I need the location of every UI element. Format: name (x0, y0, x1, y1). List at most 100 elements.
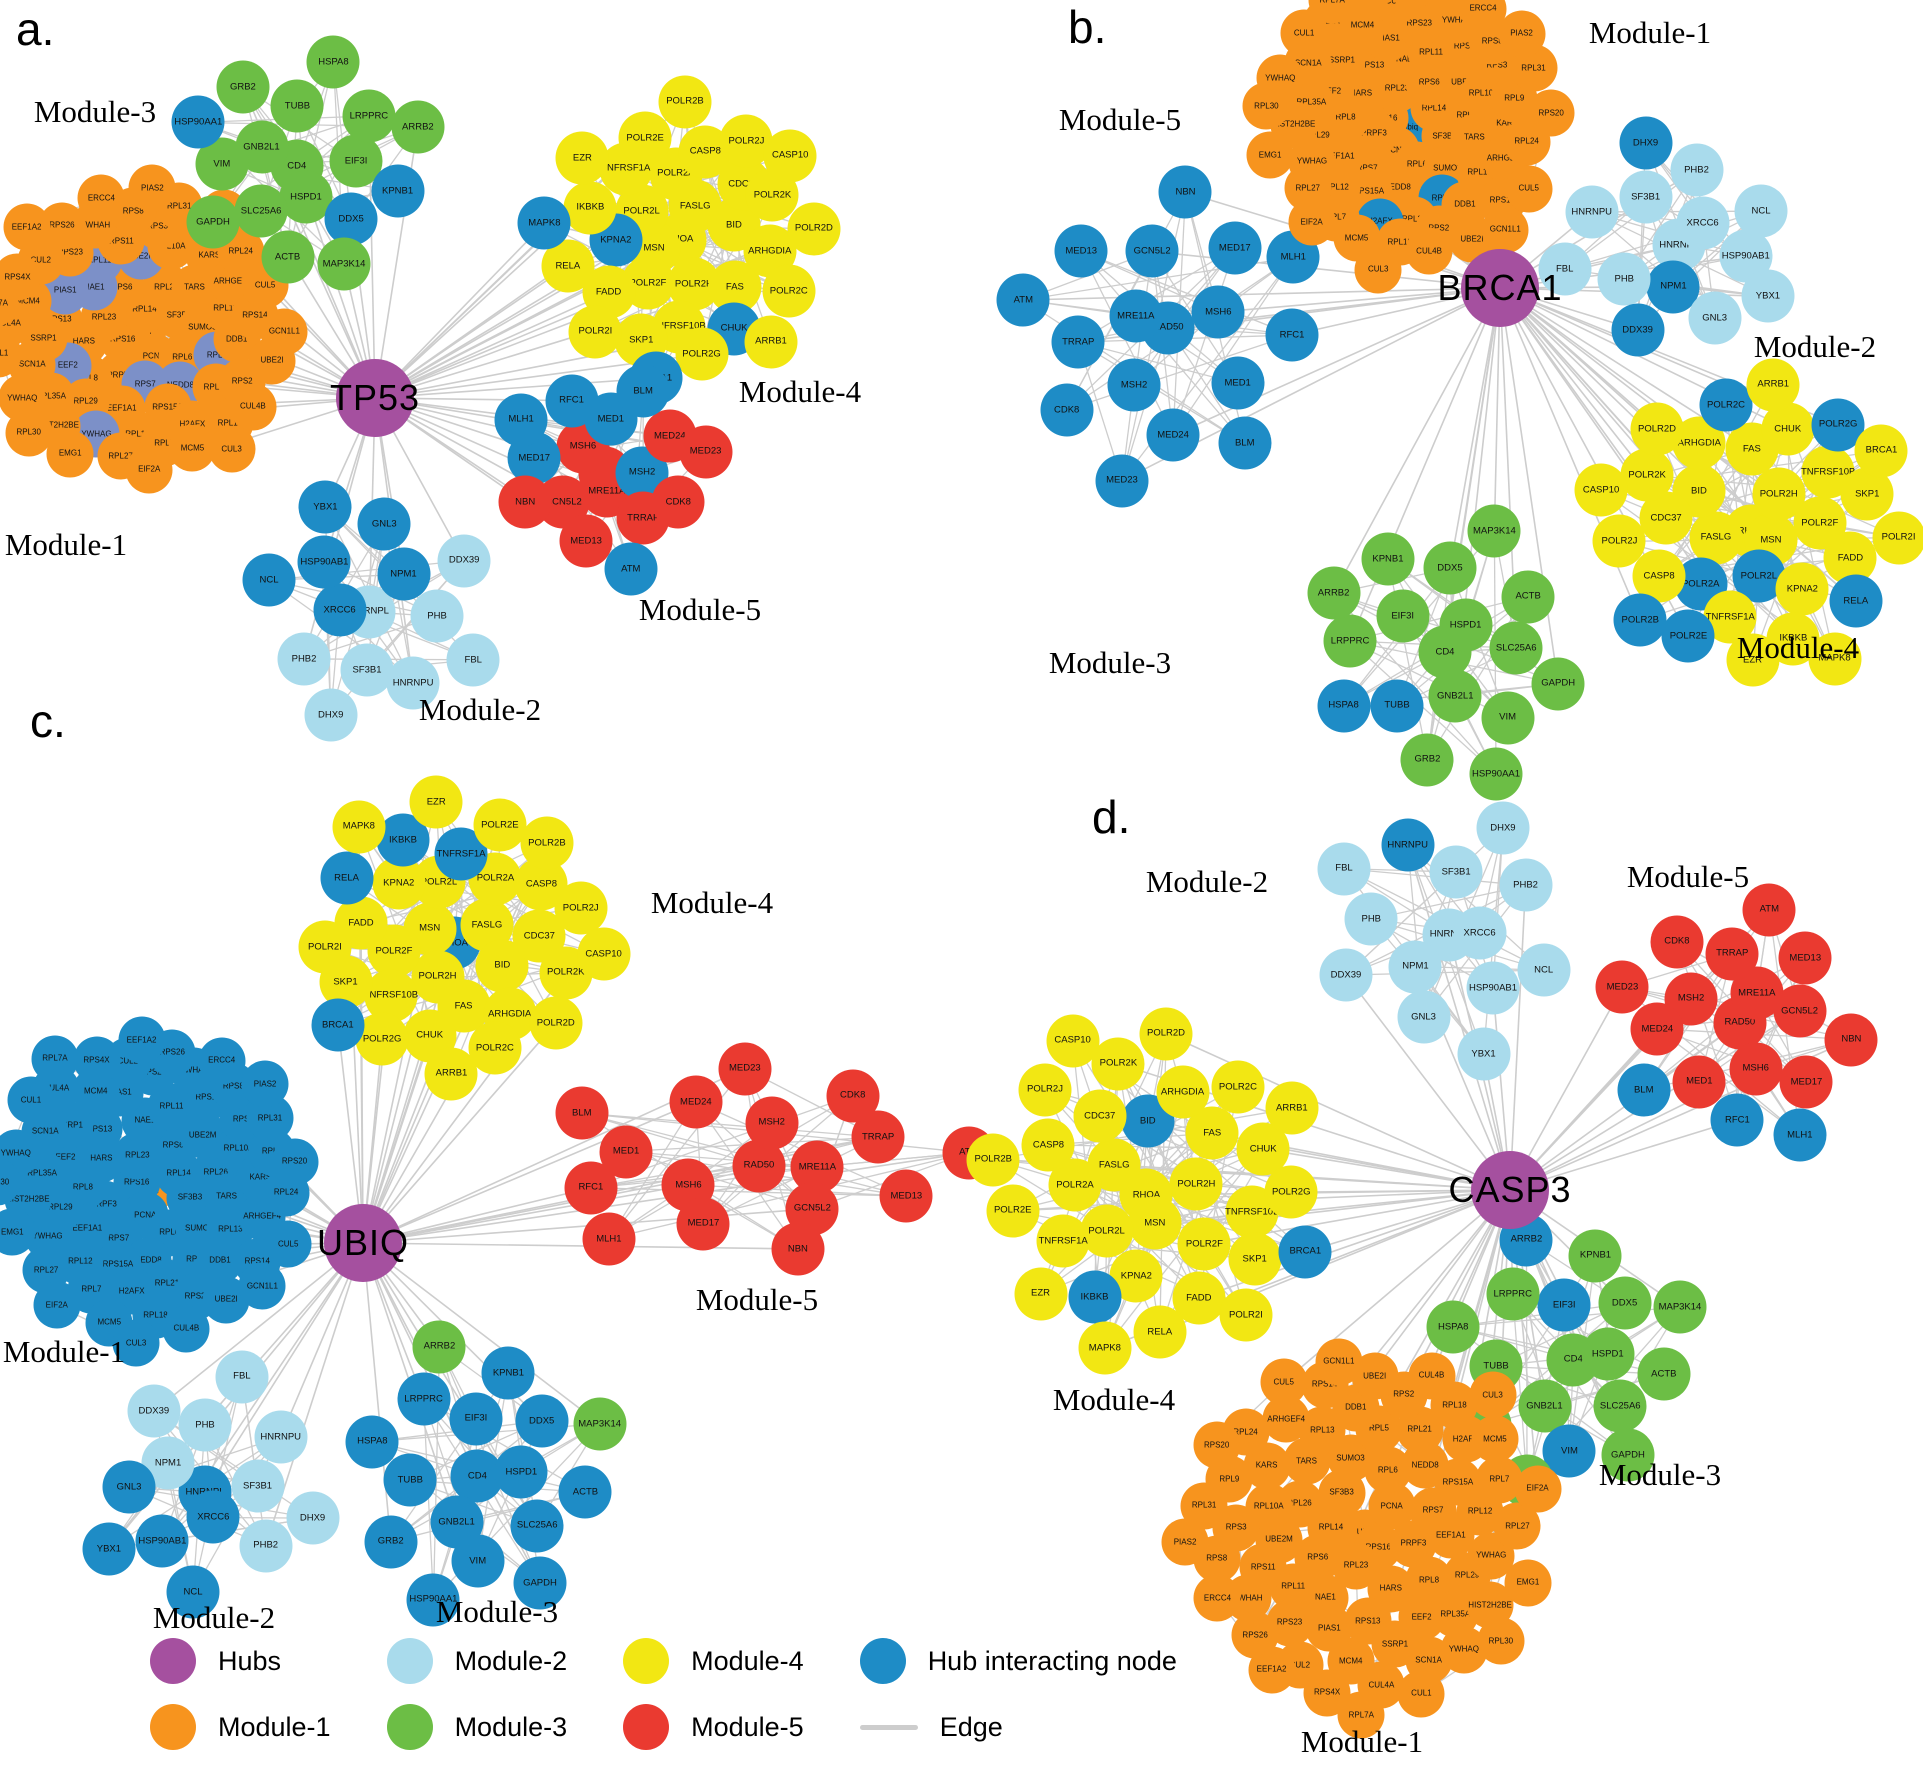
node-polr2c[interactable]: POLR2C (1211, 1060, 1265, 1114)
node-emg1[interactable]: EMG1 (1504, 1559, 1552, 1607)
node-slc25a6[interactable]: SLC25A6 (510, 1499, 564, 1553)
node-rps20[interactable]: RPS20 (1193, 1421, 1241, 1469)
node-med23[interactable]: MED23 (1095, 454, 1149, 508)
node-eef1a2[interactable]: EEF1A2 (1388, 0, 1436, 10)
node-blm[interactable]: BLM (1617, 1063, 1671, 1117)
node-cdk8[interactable]: CDK8 (1040, 383, 1094, 437)
node-kpnb1[interactable]: KPNB1 (1568, 1229, 1622, 1283)
node-cul4b[interactable]: CUL4B (162, 1305, 210, 1353)
node-blm[interactable]: BLM (555, 1086, 609, 1140)
node-hspd1[interactable]: HSPD1 (494, 1445, 548, 1499)
node-actb[interactable]: ACTB (558, 1465, 612, 1519)
node-lrpprc[interactable]: LRPPRC (342, 89, 396, 143)
node-rfc1[interactable]: RFC1 (545, 374, 599, 428)
node-cul4b[interactable]: CUL4B (1408, 1352, 1455, 1400)
node-mlh1[interactable]: MLH1 (494, 393, 548, 447)
node-tubb[interactable]: TUBB (1370, 679, 1424, 733)
node-phb[interactable]: PHB (410, 589, 464, 643)
node-pias2[interactable]: PIAS2 (1161, 1518, 1209, 1566)
node-map3k14[interactable]: MAP3K14 (317, 237, 371, 291)
node-ybx1[interactable]: YBX1 (82, 1522, 136, 1576)
node-med1[interactable]: MED1 (1211, 356, 1265, 410)
node-arrb2[interactable]: ARRB2 (1307, 566, 1361, 620)
node-arrb2[interactable]: ARRB2 (391, 100, 445, 154)
node-cdk8[interactable]: CDK8 (1650, 915, 1704, 969)
node-phb2[interactable]: PHB2 (239, 1519, 293, 1573)
node-xrcc6[interactable]: XRCC6 (1453, 906, 1507, 960)
node-hspa8[interactable]: HSPA8 (1317, 679, 1371, 733)
node-ercc4[interactable]: ERCC4 (1193, 1574, 1241, 1622)
node-dhx9[interactable]: DHX9 (286, 1491, 340, 1545)
node-eef1a2[interactable]: EEF1A2 (3, 203, 51, 251)
node-arrb1[interactable]: ARRB1 (1265, 1081, 1319, 1135)
node-arrb1[interactable]: ARRB1 (744, 315, 798, 369)
node-brca1[interactable]: BRCA1 (311, 998, 365, 1052)
node-ercc4[interactable]: ERCC4 (77, 174, 125, 222)
node-grb2[interactable]: GRB2 (1400, 733, 1454, 787)
node-slc25a6[interactable]: SLC25A6 (234, 184, 288, 238)
node-emg1[interactable]: EMG1 (1246, 131, 1294, 179)
node-rela[interactable]: RELA (1133, 1305, 1187, 1359)
node-cdk8[interactable]: CDK8 (826, 1069, 880, 1123)
node-ddx39[interactable]: DDX39 (1319, 948, 1373, 1002)
node-sf3b1[interactable]: SF3B1 (1619, 170, 1673, 224)
node-polr2k[interactable]: POLR2K (1620, 448, 1674, 502)
node-cul5[interactable]: CUL5 (1505, 165, 1553, 213)
node-msh2[interactable]: MSH2 (1107, 358, 1161, 412)
node-ezr[interactable]: EZR (555, 131, 609, 185)
node-skp1[interactable]: SKP1 (1228, 1232, 1282, 1286)
node-med24[interactable]: MED24 (669, 1075, 723, 1129)
node-rpl7a[interactable]: RPL7A (31, 1035, 79, 1083)
node-xrcc6[interactable]: XRCC6 (186, 1490, 240, 1544)
node-trrap[interactable]: TRRAP (1705, 927, 1759, 981)
node-rps20[interactable]: RPS20 (1527, 89, 1575, 137)
node-rps20[interactable]: RPS20 (271, 1138, 319, 1186)
node-map3k14[interactable]: MAP3K14 (1653, 1280, 1707, 1334)
node-gapdh[interactable]: GAPDH (1531, 657, 1585, 711)
node-gcn5l2[interactable]: GCN5L2 (1773, 984, 1827, 1038)
node-gcn1l1[interactable]: GCN1L1 (1315, 1338, 1363, 1386)
node-ncl[interactable]: NCL (242, 553, 296, 607)
node-polr2g[interactable]: POLR2G (675, 327, 729, 381)
node-ezr[interactable]: EZR (409, 775, 463, 829)
node-ddx5[interactable]: DDX5 (1598, 1276, 1652, 1330)
node-med17[interactable]: MED17 (1208, 221, 1262, 275)
node-msh6[interactable]: MSH6 (1729, 1042, 1783, 1096)
node-mapk8[interactable]: MAPK8 (332, 800, 386, 854)
node-dhx9[interactable]: DHX9 (1476, 801, 1530, 855)
node-lrpprc[interactable]: LRPPRC (1323, 614, 1377, 668)
node-med17[interactable]: MED17 (1779, 1055, 1833, 1109)
hub-node-casp3[interactable] (1471, 1151, 1549, 1229)
node-phb[interactable]: PHB (178, 1398, 232, 1452)
node-rfc1[interactable]: RFC1 (1265, 308, 1319, 362)
node-polr2h[interactable]: POLR2H (1169, 1157, 1223, 1211)
node-med13[interactable]: MED13 (1778, 931, 1832, 985)
node-lrpprc[interactable]: LRPPRC (1486, 1267, 1540, 1321)
node-casp10[interactable]: CASP10 (577, 927, 631, 981)
node-ddx39[interactable]: DDX39 (1611, 303, 1665, 357)
node-rpl30[interactable]: RPL30 (1477, 1617, 1525, 1665)
node-kpnb1[interactable]: KPNB1 (1361, 532, 1415, 586)
node-hsp90aa1[interactable]: HSP90AA1 (171, 95, 225, 149)
node-ercc4[interactable]: ERCC4 (198, 1037, 246, 1085)
node-phb[interactable]: PHB (1344, 892, 1398, 946)
node-grb2[interactable]: GRB2 (216, 60, 270, 114)
node-cul1[interactable]: CUL1 (7, 1076, 55, 1124)
node-slc25a6[interactable]: SLC25A6 (1593, 1379, 1647, 1433)
node-hsp90ab1[interactable]: HSP90AB1 (1466, 961, 1520, 1015)
node-hspa8[interactable]: HSPA8 (306, 35, 360, 89)
node-lrpprc[interactable]: LRPPRC (397, 1372, 451, 1426)
node-med17[interactable]: MED17 (676, 1197, 730, 1251)
node-rpl30[interactable]: RPL30 (1242, 82, 1290, 130)
node-gnl3[interactable]: GNL3 (357, 497, 411, 551)
node-nbn[interactable]: NBN (1158, 165, 1212, 219)
node-arrb1[interactable]: ARRB1 (424, 1047, 478, 1101)
node-mcm5[interactable]: MCM5 (1471, 1415, 1519, 1463)
node-med23[interactable]: MED23 (1595, 960, 1649, 1014)
node-polr2e[interactable]: POLR2E (618, 111, 672, 165)
node-actb[interactable]: ACTB (261, 230, 315, 284)
node-ddx39[interactable]: DDX39 (437, 534, 491, 588)
node-phb[interactable]: PHB (1597, 252, 1651, 306)
node-ybx1[interactable]: YBX1 (1457, 1027, 1511, 1081)
node-hspd1[interactable]: HSPD1 (1439, 598, 1493, 652)
